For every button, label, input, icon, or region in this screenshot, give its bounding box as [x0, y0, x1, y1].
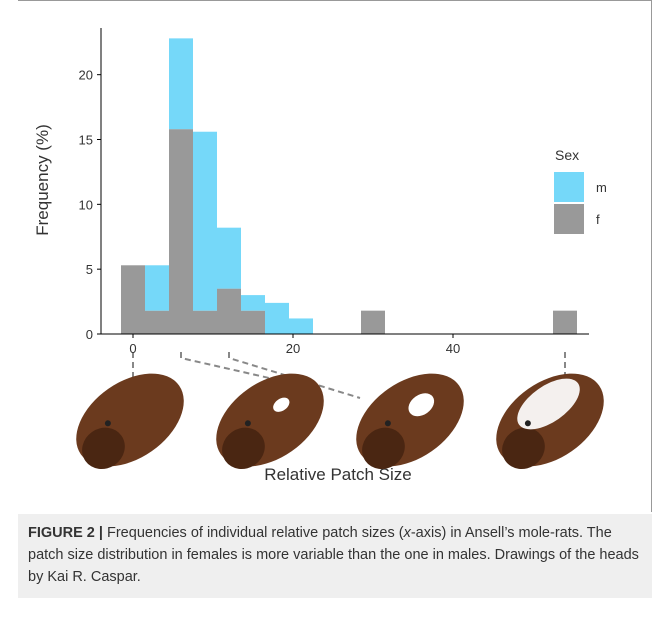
y-tick-label: 15 — [79, 133, 93, 148]
bar — [553, 311, 577, 334]
legend-label: f — [596, 212, 600, 227]
figure: Frequency (%) Relative Patch Size Sex 0 5… — [0, 0, 672, 512]
caption-label: FIGURE 2 | — [28, 525, 103, 541]
bar — [241, 295, 265, 311]
caption: FIGURE 2 | Frequencies of individual rel… — [18, 514, 652, 598]
bar — [289, 318, 313, 334]
bar — [361, 311, 385, 334]
bar — [217, 228, 241, 289]
y-tick-label: 0 — [86, 327, 93, 342]
x-tick-label: 40 — [446, 341, 460, 356]
x-axis-label: Relative Patch Size — [264, 465, 411, 484]
bar — [193, 311, 217, 334]
x-tick-label: 20 — [286, 341, 300, 356]
legend-title: Sex — [555, 147, 579, 163]
bar — [217, 289, 241, 334]
page: {"chart_data": {"type": "stacked-histogr… — [0, 0, 672, 627]
caption-text: Frequencies of individual relative patch… — [107, 525, 404, 541]
bar — [145, 265, 169, 310]
y-tick-label: 10 — [79, 197, 93, 212]
bar — [145, 311, 169, 334]
bar — [169, 38, 193, 129]
y-tick-label: 5 — [86, 262, 93, 277]
x-tick-label: 0 — [129, 341, 136, 356]
legend-swatch — [554, 204, 584, 234]
bar — [193, 132, 217, 311]
bar — [241, 311, 265, 334]
bar — [265, 303, 289, 334]
legend-swatch — [554, 172, 584, 202]
bar — [169, 129, 193, 334]
y-axis-label: Frequency (%) — [33, 124, 52, 235]
connectors — [133, 352, 565, 398]
legend-label: m — [596, 180, 607, 195]
y-tick-label: 20 — [79, 68, 93, 83]
bar — [121, 265, 145, 334]
caption-text: x — [404, 525, 411, 541]
